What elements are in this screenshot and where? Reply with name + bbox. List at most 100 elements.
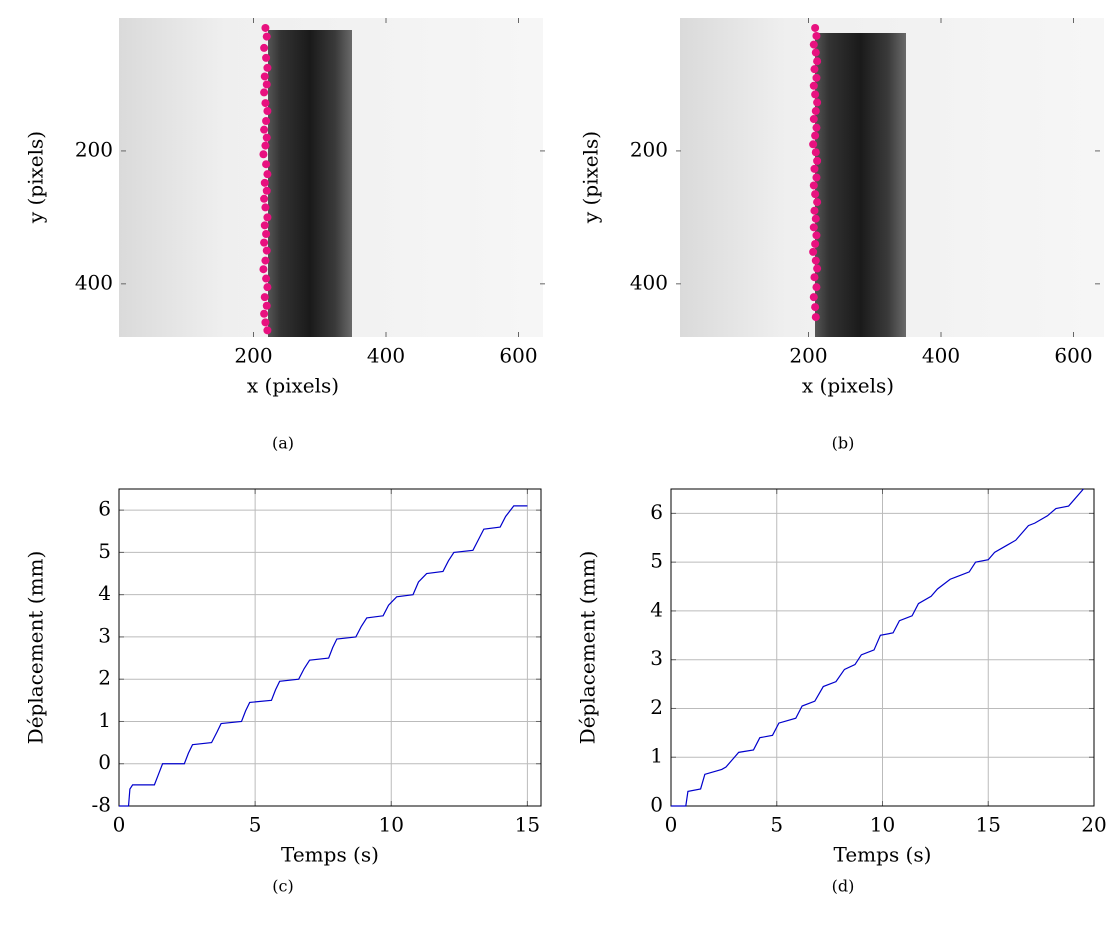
point [260,125,269,134]
point [809,115,818,124]
photo-cylinder [268,30,352,337]
point [811,131,820,140]
point [811,303,820,312]
point [263,107,272,116]
point [262,229,271,238]
y-tick-label: 1 [650,744,663,768]
plot-frame [670,488,1095,807]
y-tick-label: 6 [98,497,111,521]
data-line [671,488,1084,807]
y-tick-label: 0 [98,750,111,774]
x-tick-label: 0 [113,813,126,837]
point [260,88,269,97]
point [812,73,821,82]
point [263,326,272,335]
point [261,141,270,150]
point [263,170,272,179]
x-tick-label: 15 [976,813,1001,837]
point [811,107,820,116]
point [259,150,268,159]
y-tick-label: 0 [650,793,663,817]
point [812,173,821,182]
point [262,160,271,169]
point [262,301,271,310]
point [262,186,271,195]
point [812,31,821,40]
caption: (d) [832,877,855,896]
y-tick-label: 400 [630,270,668,294]
x-axis-label: x (pixels) [802,374,894,398]
point [261,99,270,108]
point [813,264,822,273]
y-tick-label: 5 [98,539,111,563]
point [260,43,269,52]
point [810,273,819,282]
x-tick-label: 10 [379,813,404,837]
x-axis-label: x (pixels) [247,374,339,398]
x-tick-label: 200 [234,344,272,368]
data-line [119,505,528,807]
point [261,318,270,327]
y-tick-label: 3 [98,623,111,647]
point [812,123,821,132]
point [261,203,270,212]
plot-frame [118,488,542,807]
photo-cylinder [815,33,906,337]
point [811,90,820,99]
x-tick-label: 0 [665,813,678,837]
point [262,133,271,142]
point [812,231,821,240]
x-tick-label: 20 [1081,813,1106,837]
point [811,313,820,322]
x-tick-label: 600 [499,344,537,368]
point [811,190,820,199]
x-tick-label: 600 [1054,344,1092,368]
point [809,223,818,232]
point [260,221,269,230]
point [813,198,822,207]
x-tick-label: 5 [770,813,783,837]
point [809,293,818,302]
point [811,239,820,248]
point [811,148,820,157]
point [812,283,821,292]
caption: (a) [272,434,294,453]
point [813,57,822,66]
caption: (b) [832,434,855,453]
x-tick-label: 400 [367,344,405,368]
y-axis-label: y (pixels) [579,131,603,224]
x-tick-label: 200 [789,344,827,368]
point [811,23,820,32]
point [262,117,271,126]
point [809,140,818,149]
point [810,65,819,74]
point [260,309,269,318]
point [809,181,818,190]
point [262,80,271,89]
point [810,206,819,215]
point [813,98,822,107]
y-tick-label: 5 [650,549,663,573]
y-tick-label: 2 [98,666,111,690]
point [263,63,272,72]
point [262,246,271,255]
point [260,238,269,247]
y-tick-label: 3 [650,646,663,670]
point [262,53,271,62]
point [260,178,269,187]
x-tick-label: 15 [515,813,540,837]
y-tick-label: 4 [650,597,663,621]
point [262,32,271,41]
y-tick-label: 4 [98,581,111,605]
point [263,283,272,292]
y-axis-label: y (pixels) [24,131,48,224]
x-tick-label: 10 [870,813,895,837]
point [810,164,819,173]
point [811,214,820,223]
y-tick-label: -8 [92,793,111,817]
y-tick-label: 1 [98,708,111,732]
point [260,72,269,81]
y-axis-label: Déplacement (mm) [24,551,48,745]
point [261,23,270,32]
y-tick-label: 6 [650,500,663,524]
